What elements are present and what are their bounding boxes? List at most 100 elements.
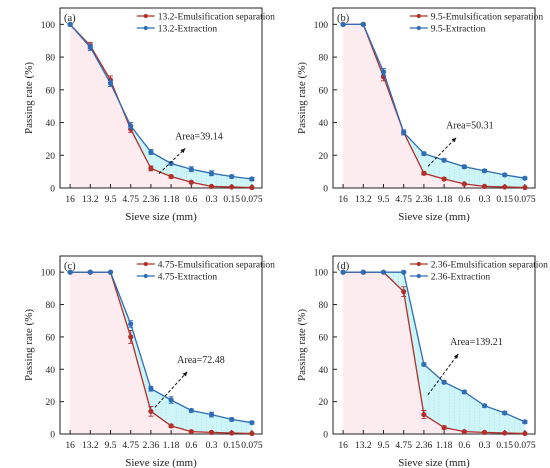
data-point bbox=[168, 173, 174, 180]
y-tick-label: 20 bbox=[46, 152, 56, 162]
x-tick-label: 9.5 bbox=[105, 441, 117, 451]
x-axis-title: Sieve size (mm) bbox=[398, 211, 470, 223]
y-tick-label: 20 bbox=[319, 152, 329, 162]
data-point bbox=[67, 269, 73, 275]
x-tick-label: 0.6 bbox=[458, 195, 470, 205]
x-tick-label: 1.18 bbox=[436, 195, 453, 205]
y-axis-title: Passing rate (%) bbox=[23, 62, 35, 134]
legend-label: 2.36-Emulsification separation bbox=[431, 260, 548, 271]
data-point bbox=[188, 407, 194, 414]
legend-label: 13.2-Emulsification separation bbox=[158, 12, 275, 23]
data-point bbox=[461, 428, 467, 435]
x-tick-label: 4.75 bbox=[122, 195, 139, 205]
annotation-text: Area=72.48 bbox=[177, 355, 225, 366]
y-tick-label: 80 bbox=[46, 54, 56, 64]
annotation-text: Area=39.14 bbox=[175, 131, 223, 142]
data-point bbox=[208, 170, 215, 176]
data-point bbox=[148, 165, 154, 171]
data-point bbox=[208, 429, 215, 435]
data-point bbox=[249, 430, 255, 437]
x-tick-label: 16 bbox=[65, 195, 75, 205]
data-point bbox=[229, 416, 235, 423]
data-point bbox=[522, 419, 528, 425]
legend-label: 4.75-Extraction bbox=[158, 273, 218, 283]
data-point bbox=[128, 123, 134, 129]
lower-fill bbox=[70, 272, 252, 434]
legend-swatch-marker bbox=[416, 13, 421, 19]
data-point bbox=[249, 184, 255, 191]
legend-swatch-marker bbox=[143, 25, 148, 31]
series-line-2 bbox=[343, 23, 526, 179]
data-point bbox=[128, 334, 134, 340]
data-point bbox=[481, 403, 488, 409]
series-line-2 bbox=[343, 271, 526, 423]
x-tick-label: 0.6 bbox=[185, 195, 197, 205]
y-tick-label: 20 bbox=[46, 398, 56, 408]
y-tick-label: 60 bbox=[319, 86, 329, 96]
data-point bbox=[148, 386, 154, 392]
x-tick-label: 0.15 bbox=[223, 195, 240, 205]
annotation-arrow-head bbox=[182, 371, 188, 377]
data-point bbox=[421, 411, 427, 418]
x-tick-label: 13.2 bbox=[82, 441, 99, 451]
data-point bbox=[401, 289, 407, 295]
data-point bbox=[188, 179, 194, 185]
data-point bbox=[441, 379, 447, 385]
data-point bbox=[148, 408, 154, 414]
legend-label: 4.75-Emulsification separation bbox=[158, 260, 275, 271]
x-tick-label: 0.6 bbox=[185, 441, 197, 451]
x-tick-label: 1.18 bbox=[163, 195, 180, 205]
annotation-arrow-head bbox=[451, 137, 457, 143]
y-tick-label: 100 bbox=[314, 21, 329, 31]
data-point bbox=[87, 269, 93, 275]
y-axis-title: Passing rate (%) bbox=[296, 62, 308, 134]
chart-panel-4: 0 20 40 60 80 100 16 13.2 9.5 4.75 2.36 1.18 0.6 0.3 0… bbox=[296, 255, 548, 468]
y-tick-label: 0 bbox=[50, 431, 55, 441]
data-point bbox=[340, 269, 346, 275]
data-point bbox=[441, 157, 447, 163]
data-point bbox=[401, 129, 407, 135]
x-tick-label: 13.2 bbox=[82, 195, 99, 205]
data-point bbox=[502, 172, 508, 178]
y-tick-label: 20 bbox=[319, 398, 329, 408]
legend-label: 9.5-Emulsification separation bbox=[431, 12, 544, 23]
legend-label: 13.2-Extraction bbox=[158, 25, 218, 35]
x-tick-label: 4.75 bbox=[395, 195, 412, 205]
x-tick-label: 2.36 bbox=[143, 195, 160, 205]
data-point bbox=[421, 361, 427, 368]
y-tick-label: 0 bbox=[323, 185, 328, 195]
x-tick-label: 9.5 bbox=[105, 195, 117, 205]
series-line-2 bbox=[70, 271, 253, 424]
y-tick-label: 60 bbox=[46, 86, 56, 96]
lower-fill bbox=[343, 272, 525, 434]
lower-fill bbox=[70, 24, 252, 189]
x-tick-label: 0.15 bbox=[496, 441, 513, 451]
x-axis-title: Sieve size (mm) bbox=[125, 211, 197, 223]
y-axis-title: Passing rate (%) bbox=[23, 309, 35, 381]
chart-panel-2: 0 20 40 60 80 100 16 13.2 9.5 4.75 2.36 1.18 0.6 0.3 0… bbox=[296, 7, 544, 223]
series-line-2 bbox=[69, 23, 252, 180]
data-point bbox=[107, 269, 114, 275]
x-tick-label: 1.18 bbox=[163, 441, 180, 451]
y-tick-label: 80 bbox=[46, 301, 56, 311]
annotation-arrow-line bbox=[427, 353, 459, 396]
legend-swatch-marker bbox=[416, 261, 421, 267]
x-tick-label: 0.075 bbox=[514, 195, 536, 205]
data-point bbox=[229, 173, 235, 180]
annotation-text: Area=139.21 bbox=[450, 337, 503, 348]
data-point bbox=[502, 184, 508, 190]
y-tick-label: 60 bbox=[319, 333, 329, 343]
x-tick-label: 0.075 bbox=[241, 195, 263, 205]
x-tick-label: 2.36 bbox=[416, 441, 433, 451]
data-point bbox=[461, 389, 467, 395]
x-tick-label: 2.36 bbox=[416, 195, 433, 205]
x-tick-label: 0.6 bbox=[458, 441, 470, 451]
y-axis-title: Passing rate (%) bbox=[296, 309, 308, 381]
x-axis-title: Sieve size (mm) bbox=[398, 457, 470, 468]
plot-frame bbox=[332, 7, 536, 189]
y-tick-label: 60 bbox=[46, 333, 56, 343]
data-point bbox=[168, 397, 174, 403]
panel-label: (c) bbox=[64, 261, 76, 272]
y-tick-label: 0 bbox=[323, 431, 328, 441]
panel-label: (b) bbox=[337, 13, 350, 24]
